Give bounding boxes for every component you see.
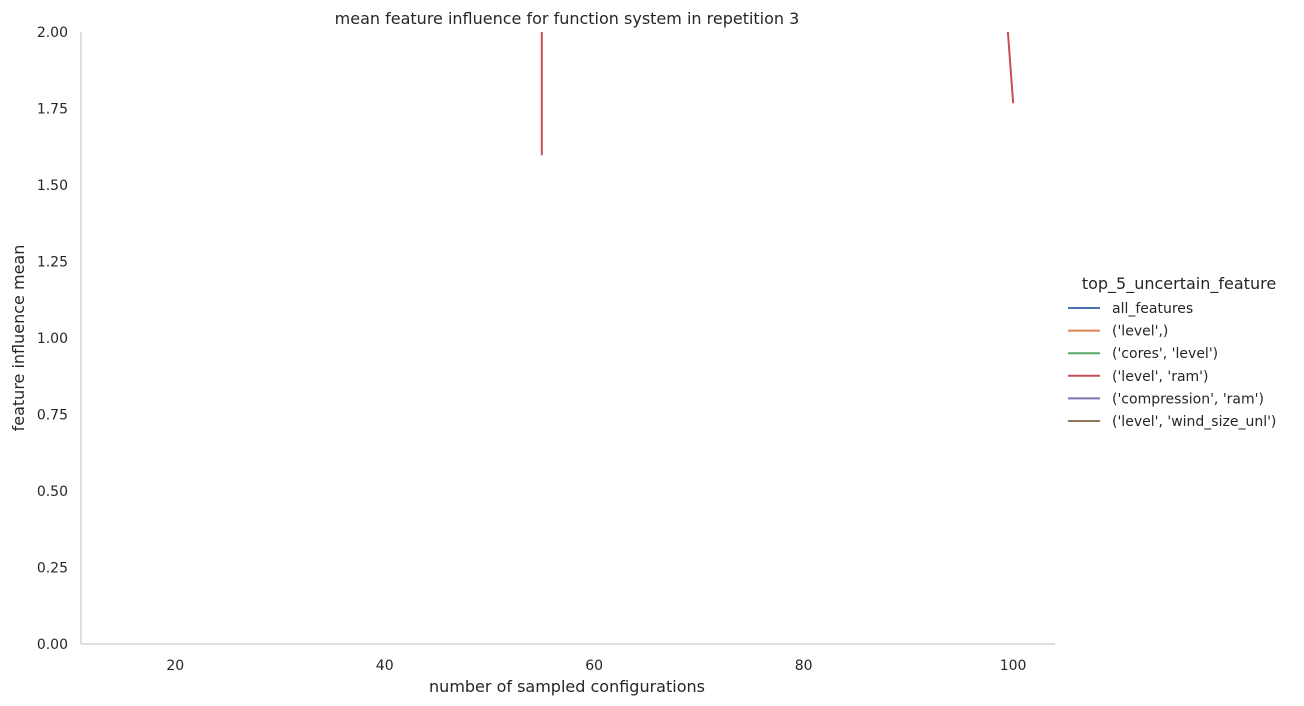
legend-label: all_features xyxy=(1112,301,1193,317)
series-layer xyxy=(540,32,1015,156)
series-line-3-segment-1 xyxy=(1006,32,1015,104)
y-tick-label: 2.00 xyxy=(37,25,68,41)
x-tick-label: 20 xyxy=(166,658,184,674)
chart-title: mean feature influence for function syst… xyxy=(335,9,800,28)
y-tick-label: 0.25 xyxy=(37,561,68,577)
y-tick-label: 1.00 xyxy=(37,331,68,347)
y-tick-label: 0.00 xyxy=(37,637,68,653)
y-tick-label: 1.25 xyxy=(37,255,68,271)
legend-label: ('compression', 'ram') xyxy=(1112,391,1264,407)
x-tick-label: 60 xyxy=(585,658,603,674)
x-axis-label: number of sampled configurations xyxy=(429,677,705,696)
y-tick-labels: 0.00 0.25 0.50 0.75 1.00 1.25 1.50 1.75 2.00 xyxy=(37,25,68,653)
legend-label: ('level',) xyxy=(1112,324,1168,340)
legend-label: ('level', 'wind_size_unl') xyxy=(1112,414,1276,430)
legend-title: top_5_uncertain_feature xyxy=(1082,274,1276,294)
legend: top_5_uncertain_feature all_features ('le… xyxy=(1068,274,1276,430)
x-tick-label: 80 xyxy=(795,658,813,674)
y-tick-label: 0.75 xyxy=(37,408,68,424)
legend-label: ('cores', 'level') xyxy=(1112,346,1218,362)
x-tick-labels: 20 40 60 80 100 xyxy=(166,658,1026,674)
x-tick-label: 100 xyxy=(1000,658,1027,674)
y-tick-label: 0.50 xyxy=(37,484,68,500)
x-tick-label: 40 xyxy=(376,658,394,674)
y-tick-label: 1.50 xyxy=(37,178,68,194)
y-axis-label: feature influence mean xyxy=(9,245,28,432)
legend-label: ('level', 'ram') xyxy=(1112,369,1208,385)
y-tick-label: 1.75 xyxy=(37,102,68,118)
